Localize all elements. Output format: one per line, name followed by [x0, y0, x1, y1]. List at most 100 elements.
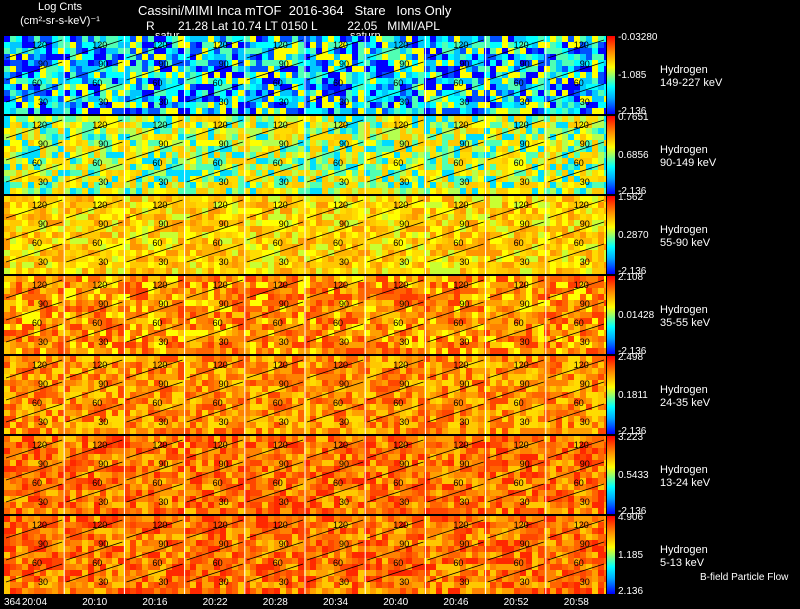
- contour-label: 30: [459, 97, 469, 107]
- contour-label: 60: [92, 78, 102, 88]
- contour-label: 90: [339, 379, 349, 389]
- contour-label: 120: [514, 360, 529, 370]
- contour-label: 90: [339, 219, 349, 229]
- contour-label: 60: [152, 398, 162, 408]
- panel-label: Hydrogen 13-24 keV: [660, 464, 710, 490]
- contour-label: 30: [279, 97, 289, 107]
- contour-label: 30: [98, 417, 108, 427]
- contour-label: 60: [574, 78, 584, 88]
- contour-label: 60: [92, 558, 102, 568]
- contour-label: 60: [574, 558, 584, 568]
- contour-label: 60: [152, 318, 162, 328]
- contour-label: 60: [453, 78, 463, 88]
- contour-label: 90: [279, 539, 289, 549]
- contour-label: 90: [399, 299, 409, 309]
- contour-label: 60: [574, 238, 584, 248]
- contour-label: 120: [574, 440, 589, 450]
- contour-label: 30: [279, 497, 289, 507]
- energy-range-label: 24-35 keV: [660, 397, 711, 409]
- contour-label: 90: [38, 139, 48, 149]
- colorbar-mid: 0.1811: [618, 390, 648, 401]
- contour-label: 60: [453, 478, 463, 488]
- colorbar-min: -2.136: [618, 186, 647, 197]
- contour-label: 120: [152, 40, 167, 50]
- color-bar: [607, 116, 615, 194]
- footer-legend: B-field Particle Flow: [700, 572, 789, 583]
- contour-label: 120: [273, 280, 288, 290]
- contour-label: 30: [98, 577, 108, 587]
- contour-label: 90: [98, 299, 108, 309]
- contour-label: 120: [393, 280, 408, 290]
- contour-label: 90: [98, 539, 108, 549]
- species-label: Hydrogen: [660, 544, 708, 556]
- contour-label: 120: [453, 360, 468, 370]
- species-label: Hydrogen: [660, 304, 708, 316]
- contour-label: 60: [453, 318, 463, 328]
- contour-label: 60: [273, 398, 283, 408]
- contour-label: 90: [520, 139, 530, 149]
- panel-label: Hydrogen 55-90 keV: [660, 224, 710, 250]
- contour-label: 90: [38, 379, 48, 389]
- contour-label: 120: [393, 360, 408, 370]
- units-label: Log Cnts (cm²-sr-s-keV)⁻¹: [0, 0, 120, 28]
- colorbar-min: -2.136: [618, 266, 647, 277]
- contour-label: 120: [273, 440, 288, 450]
- contour-label: 90: [219, 459, 229, 469]
- contour-label: 30: [279, 177, 289, 187]
- contour-label: 60: [32, 478, 42, 488]
- species-label: Hydrogen: [660, 224, 708, 236]
- color-bar: [607, 516, 615, 594]
- orbit-info: R 21.28 Lat 10.74 LT 0150 L 22.05 MIMI/A…: [146, 19, 440, 33]
- units-line1: Log Cnts: [37, 1, 83, 13]
- contour-label: 120: [514, 120, 529, 130]
- contour-label: 120: [152, 120, 167, 130]
- contour-label: 30: [339, 97, 349, 107]
- time-tick: 20:22: [202, 597, 228, 608]
- contour-label: 120: [273, 120, 288, 130]
- contour-label: 90: [339, 299, 349, 309]
- colorbar-max: 2.498: [618, 352, 644, 363]
- contour-label: 30: [459, 177, 469, 187]
- contour-label: 60: [453, 238, 463, 248]
- contour-label: 60: [152, 238, 162, 248]
- contour-label: 120: [514, 200, 529, 210]
- contour-label: 30: [219, 577, 229, 587]
- contour-label: 60: [32, 398, 42, 408]
- contour-label: 90: [279, 219, 289, 229]
- contour-label: 120: [32, 280, 47, 290]
- contour-label: 60: [333, 78, 343, 88]
- contour-label: 60: [92, 158, 102, 168]
- contour-label: 60: [32, 78, 42, 88]
- contour-label: 60: [514, 158, 524, 168]
- contour-label: 90: [580, 459, 590, 469]
- contour-label: 60: [273, 558, 283, 568]
- contour-label: 60: [514, 558, 524, 568]
- contour-label: 30: [459, 337, 469, 347]
- contour-label: 30: [580, 577, 590, 587]
- contour-label: 120: [333, 280, 348, 290]
- contour-label: 60: [92, 238, 102, 248]
- contour-label: 120: [92, 40, 107, 50]
- contour-label: 90: [580, 539, 590, 549]
- contour-label: 30: [520, 577, 530, 587]
- color-bar: [607, 196, 615, 274]
- contour-label: 30: [399, 577, 409, 587]
- contour-label: 120: [453, 520, 468, 530]
- contour-label: 120: [213, 120, 228, 130]
- color-bar: [607, 276, 615, 354]
- species-label: Hydrogen: [660, 144, 708, 156]
- contour-label: 60: [574, 318, 584, 328]
- contour-label: 30: [520, 257, 530, 267]
- panel-label: Hydrogen 149-227 keV: [660, 64, 722, 90]
- contour-label: 90: [38, 219, 48, 229]
- contour-label: 30: [158, 97, 168, 107]
- contour-label: 120: [213, 200, 228, 210]
- contour-label: 60: [152, 478, 162, 488]
- contour-label: 120: [393, 520, 408, 530]
- contour-label: 30: [219, 417, 229, 427]
- time-tick: 20:34: [323, 597, 349, 608]
- contour-label: 90: [459, 459, 469, 469]
- energy-range-label: 55-90 keV: [660, 237, 711, 249]
- units-line2: (cm²-sr-s-keV)⁻¹: [20, 15, 100, 27]
- contour-label: 120: [453, 440, 468, 450]
